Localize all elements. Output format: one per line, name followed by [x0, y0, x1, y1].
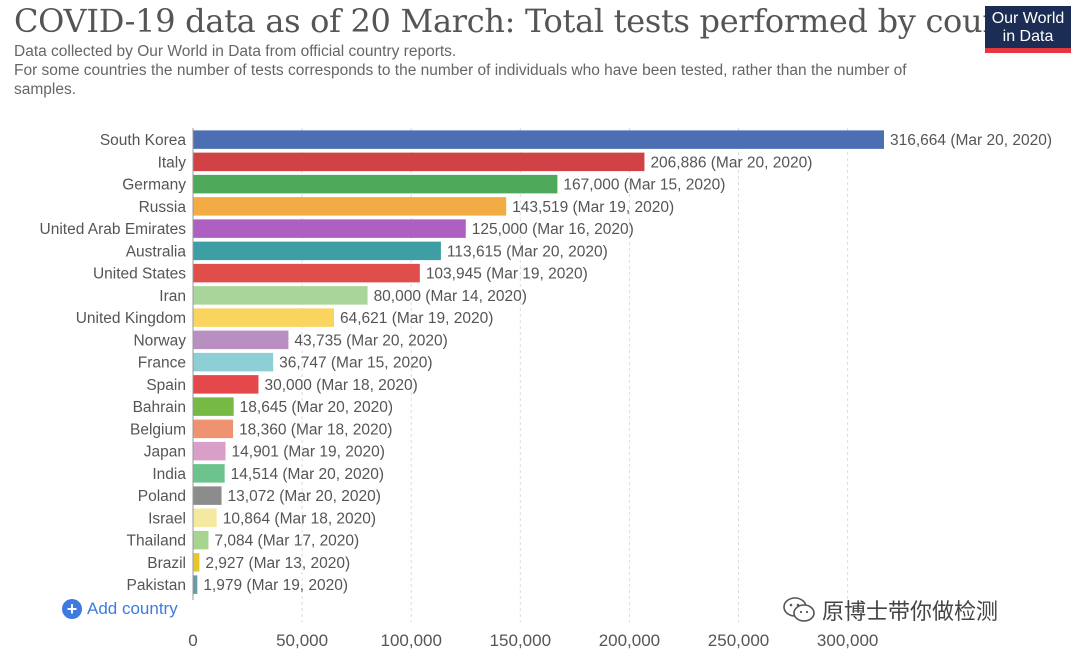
bar [193, 219, 466, 238]
category-label: United Arab Emirates [40, 221, 187, 238]
category-label: Germany [122, 177, 186, 194]
logo-line-2: in Data [1002, 28, 1054, 45]
data-label: 10,864 (Mar 18, 2020) [223, 510, 376, 527]
bar [193, 263, 420, 283]
subtitle-line-2: For some countries the number of tests c… [14, 62, 907, 98]
bar [193, 486, 222, 505]
add-country-button[interactable]: + Add country [62, 598, 178, 620]
data-label: 206,886 (Mar 20, 2020) [650, 154, 812, 171]
data-label: 14,901 (Mar 19, 2020) [232, 444, 385, 461]
category-label: Australia [126, 243, 187, 260]
bar [193, 152, 645, 172]
bar [193, 241, 441, 261]
x-tick-label: 250,000 [708, 631, 769, 650]
add-country-label: Add country [87, 599, 178, 618]
x-tick-label: 150,000 [490, 631, 551, 650]
category-label: Thailand [127, 533, 186, 550]
category-label: Brazil [147, 555, 186, 572]
data-label: 1,979 (Mar 19, 2020) [203, 577, 348, 594]
data-label: 80,000 (Mar 14, 2020) [374, 288, 527, 305]
category-label: Norway [133, 332, 186, 349]
bar [193, 419, 234, 439]
category-label: United Kingdom [76, 310, 186, 327]
category-label: Israel [148, 510, 186, 527]
data-label: 30,000 (Mar 18, 2020) [264, 377, 417, 394]
bar [193, 330, 289, 350]
x-tick-label: 50,000 [276, 631, 328, 650]
category-label: Spain [146, 377, 186, 394]
category-label: South Korea [100, 132, 187, 149]
bar [193, 352, 274, 372]
bar [193, 174, 558, 194]
category-label: France [138, 355, 186, 372]
category-label: Bahrain [133, 399, 186, 416]
data-label: 18,645 (Mar 20, 2020) [240, 399, 393, 416]
bar [193, 464, 225, 483]
data-label: 167,000 (Mar 15, 2020) [563, 177, 725, 194]
data-label: 316,664 (Mar 20, 2020) [890, 132, 1052, 149]
data-label: 13,072 (Mar 20, 2020) [228, 488, 381, 505]
category-label: Russia [139, 199, 187, 216]
data-label: 18,360 (Mar 18, 2020) [239, 421, 392, 438]
data-label: 125,000 (Mar 16, 2020) [472, 221, 634, 238]
data-label: 14,514 (Mar 20, 2020) [231, 466, 384, 483]
x-tick-label: 100,000 [380, 631, 441, 650]
data-label: 2,927 (Mar 13, 2020) [205, 555, 350, 572]
category-label: Iran [159, 288, 186, 305]
bar [193, 441, 226, 461]
category-label: India [152, 466, 186, 483]
data-label: 113,615 (Mar 20, 2020) [447, 243, 608, 260]
watermark: 原博士带你做检测 [782, 594, 998, 626]
wechat-icon [783, 597, 815, 622]
data-label: 43,735 (Mar 20, 2020) [294, 332, 447, 349]
category-label: United States [93, 266, 186, 283]
logo-line-1: Our World [991, 10, 1065, 27]
watermark-text: 原博士带你做检测 [822, 599, 999, 624]
bar [193, 375, 259, 394]
bar [193, 553, 200, 572]
bar [193, 508, 217, 528]
owid-logo[interactable]: Our World in Data [985, 6, 1071, 53]
bar [193, 397, 234, 416]
category-label: Pakistan [127, 577, 186, 594]
chart-title: COVID-19 data as of 20 March: Total test… [14, 2, 1048, 40]
bar [193, 286, 368, 305]
x-tick-label: 300,000 [817, 631, 878, 650]
x-tick-label: 0 [188, 631, 197, 650]
data-label: 7,084 (Mar 17, 2020) [214, 533, 359, 550]
bar [193, 575, 198, 594]
data-label: 64,621 (Mar 19, 2020) [340, 310, 493, 327]
category-label: Japan [144, 444, 186, 461]
bar [193, 308, 335, 327]
bar [193, 530, 209, 550]
category-label: Poland [138, 488, 186, 505]
category-label: Italy [158, 154, 187, 171]
bar [193, 130, 884, 149]
x-tick-label: 200,000 [599, 631, 660, 650]
bar [193, 197, 507, 216]
data-label: 103,945 (Mar 19, 2020) [426, 266, 588, 283]
data-label: 36,747 (Mar 15, 2020) [279, 355, 432, 372]
chart-subtitle: Data collected by Our World in Data from… [14, 42, 954, 99]
category-label: Belgium [130, 421, 186, 438]
data-label: 143,519 (Mar 19, 2020) [512, 199, 674, 216]
plus-circle-icon: + [62, 599, 82, 619]
subtitle-line-1: Data collected by Our World in Data from… [14, 43, 457, 60]
